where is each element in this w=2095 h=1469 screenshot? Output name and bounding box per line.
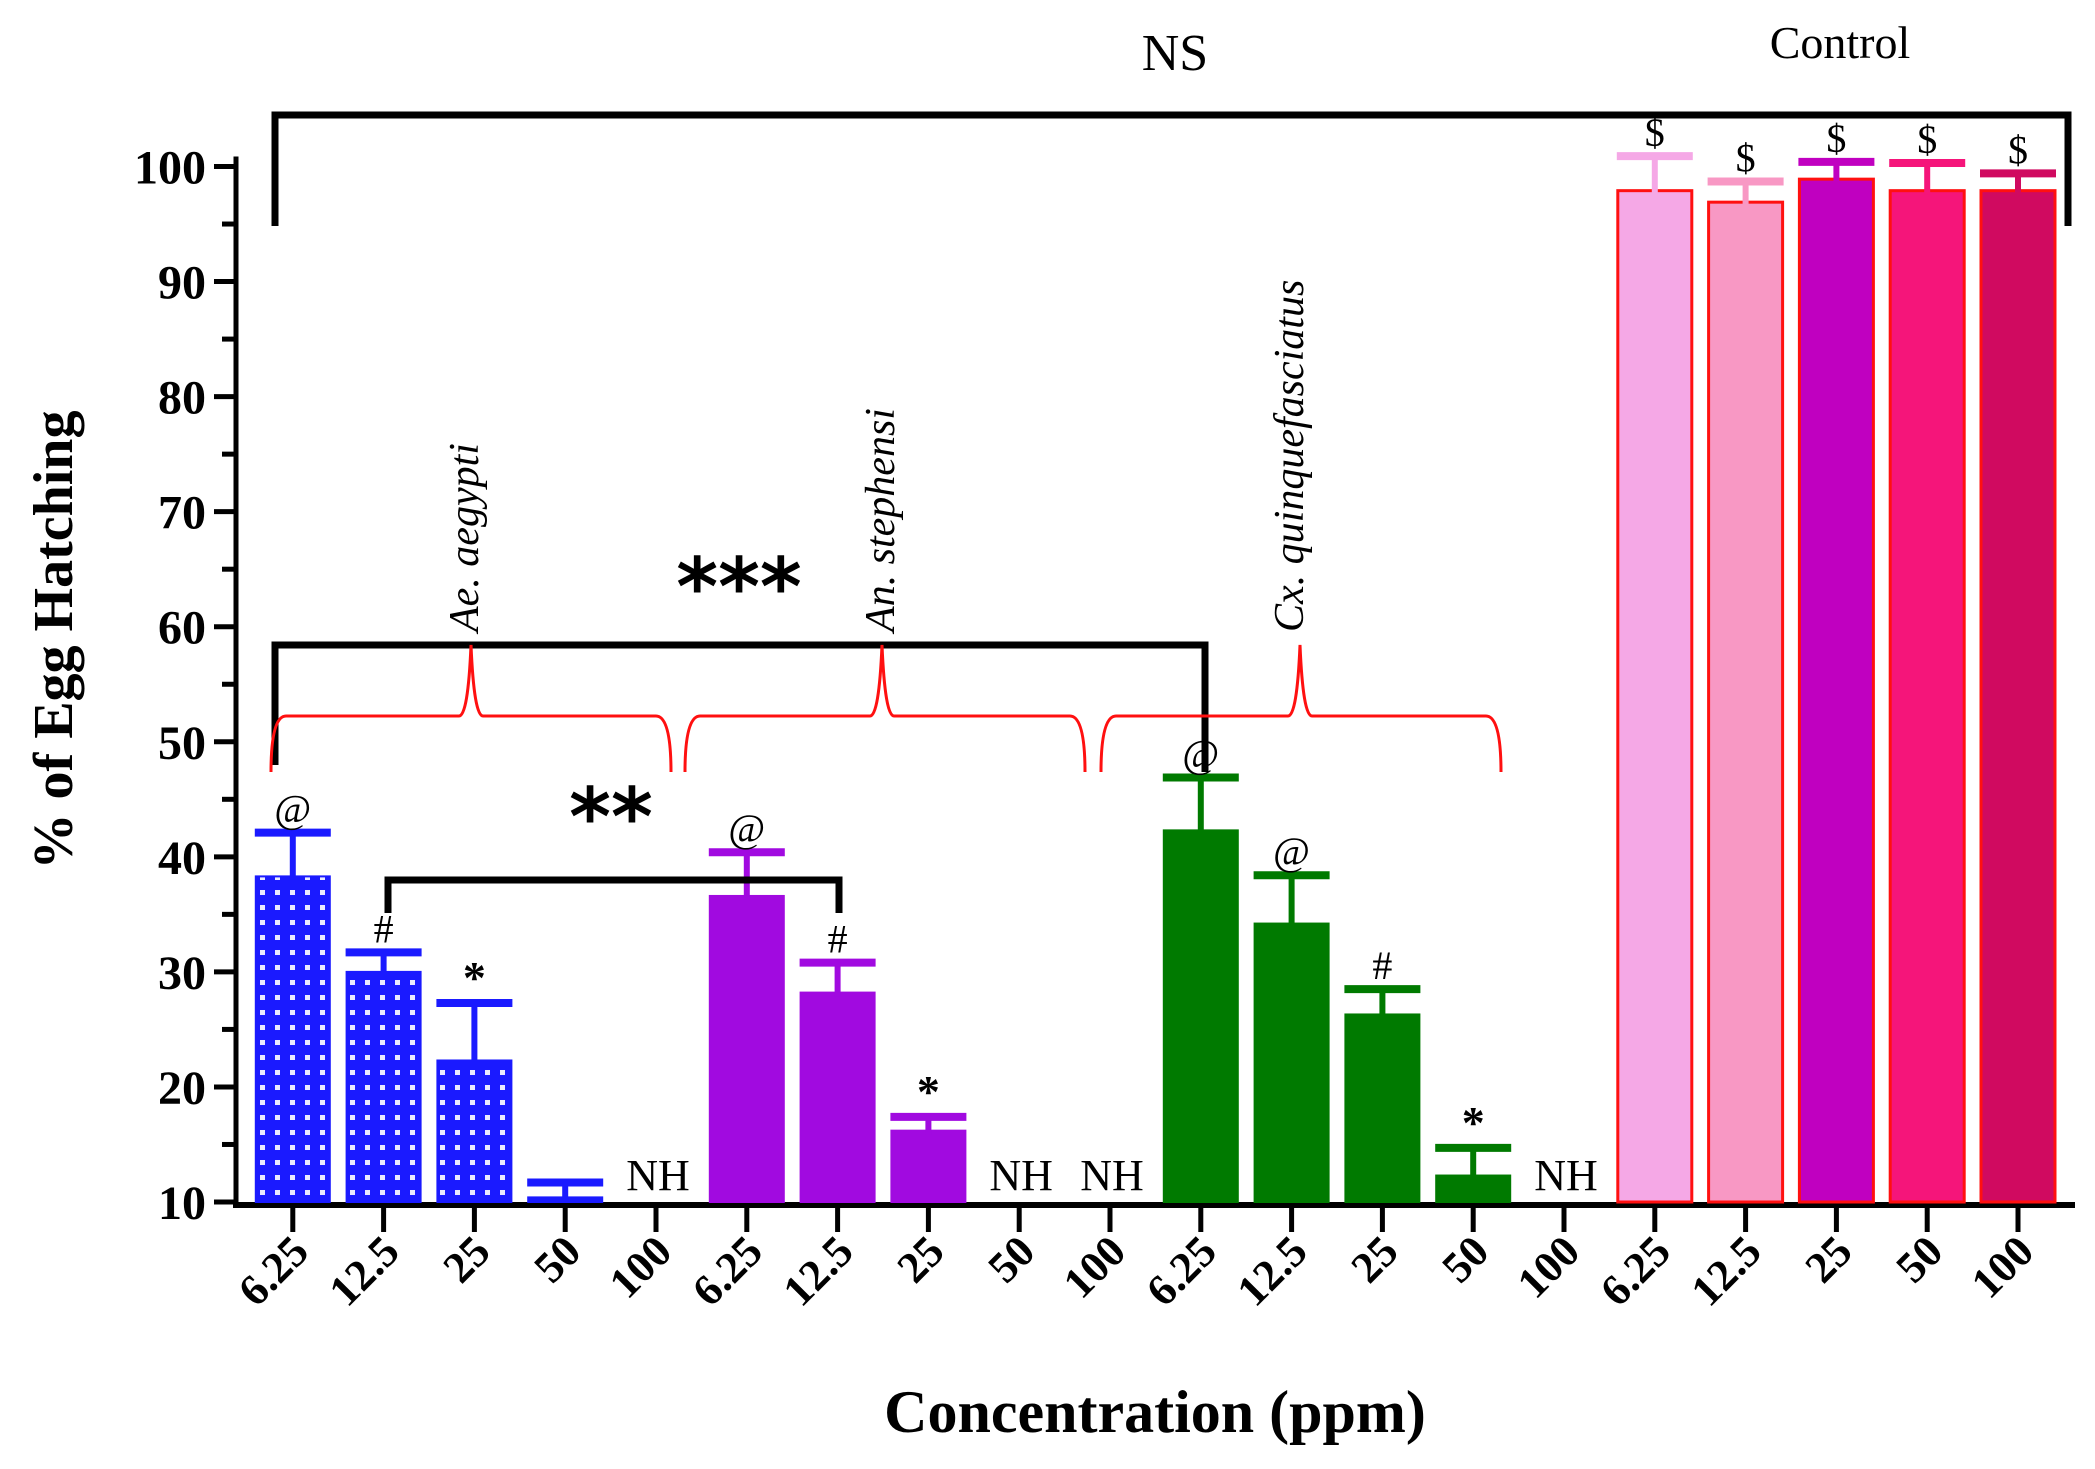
bar [1253,922,1330,1203]
significance-mark: # [374,906,394,951]
three-star-label: *** [676,541,802,634]
ns-label: NS [1142,25,1208,82]
bar [1707,200,1785,1204]
significance-mark: @ [1273,829,1310,874]
x-tick-label: 12.5 [774,1226,863,1315]
x-tick-label: 6.25 [229,1226,318,1315]
y-tick-label: 100 [134,142,206,195]
significance-mark: $ [1736,135,1756,180]
ns-bracket [271,111,2072,226]
y-tick-label: 50 [158,717,206,770]
x-tick-label: 100 [600,1226,681,1307]
x-tick-label: 25 [434,1226,500,1292]
bar [436,1059,513,1204]
x-tick-label: 12.5 [1228,1226,1317,1315]
y-axis-label: % of Egg Hatching [23,411,85,870]
bar [1979,189,2057,1204]
y-tick-label: 60 [158,602,206,655]
x-tick-label: 100 [1054,1226,1135,1307]
y-tick-label: 20 [158,1062,206,1115]
y-tick-label: 80 [158,372,206,425]
bar [890,1129,967,1203]
x-tick-label: 50 [979,1226,1045,1292]
species-brace [683,644,1087,773]
annotations: @ # * NH @ # * NH NH @ @ # * NH $ $ $ $ $ [269,110,2072,1200]
bars [254,152,2057,1204]
bar [254,875,331,1203]
y-tick-label: 30 [158,947,206,1000]
x-tick-label: 12.5 [1682,1226,1771,1315]
species-brace [269,644,673,773]
y-tick-label: 70 [158,487,206,540]
bar [345,970,422,1204]
significance-mark: # [1372,943,1392,988]
x-axis-label: Concentration (ppm) [884,1379,1426,1445]
significance-mark: @ [728,806,765,851]
significance-mark: @ [274,787,311,832]
two-star-bracket [384,876,843,913]
significance-mark: $ [1826,116,1846,161]
x-tick-label: 25 [1342,1226,1408,1292]
nh-label: NH [626,1151,690,1200]
significance-mark: @ [1182,731,1219,776]
significance-mark: * [917,1066,940,1117]
bar [1797,177,1875,1204]
significance-mark: $ [2008,127,2028,172]
species-label-ae: Ae. aegypti [442,443,488,635]
species-brace [1099,644,1503,773]
x-tick-label: 50 [525,1226,591,1292]
y-tick-label: 40 [158,832,206,885]
significance-mark: # [828,917,848,962]
nh-label: NH [1080,1151,1144,1200]
three-star-bracket [271,641,1209,772]
bar [708,894,785,1203]
bar [1888,189,1966,1204]
x-tick-label: 50 [1433,1226,1499,1292]
x-tick-label: 6.25 [683,1226,772,1315]
x-tick-label: 6.25 [1137,1226,1226,1315]
bar [799,991,876,1203]
significance-mark: * [1462,1097,1485,1148]
x-tick-label: 25 [1796,1226,1862,1292]
two-star-label: ** [569,771,653,864]
x-tick-label: 50 [1887,1226,1953,1292]
bar [1162,829,1239,1203]
significance-mark: $ [1917,117,1937,162]
species-label-an: An. stephensi [858,408,904,635]
x-tick-label: 12.5 [320,1226,409,1315]
species-label-cx: Cx. quinquefasciatus [1267,280,1313,632]
x-tick-label: 6.25 [1591,1226,1680,1315]
y-tick-label: 10 [158,1177,206,1230]
x-tick-label: 25 [888,1226,954,1292]
significance-mark: * [463,952,486,1003]
x-tick-label: 100 [1508,1226,1589,1307]
nh-label: NH [1534,1151,1598,1200]
x-tick-label: 100 [1962,1226,2043,1307]
nh-label: NH [989,1151,1053,1200]
y-tick-label: 90 [158,257,206,310]
bar [1344,1013,1421,1204]
control-label: Control [1770,17,1911,68]
bar [1616,189,1694,1204]
significance-mark: $ [1645,110,1665,155]
